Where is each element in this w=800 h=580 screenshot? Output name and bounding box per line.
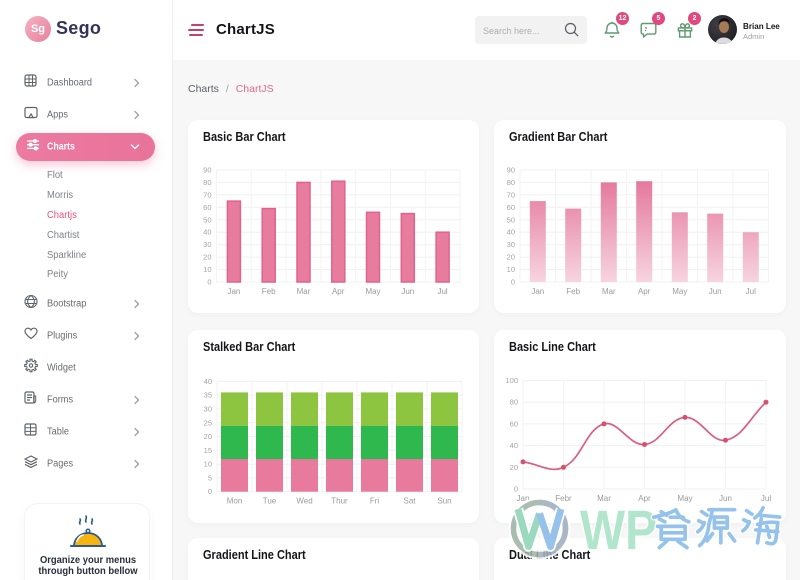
svg-text:40: 40 (204, 377, 212, 386)
svg-text:40: 40 (507, 228, 515, 237)
svg-text:Feb: Feb (566, 287, 580, 296)
svg-text:30: 30 (507, 240, 515, 249)
svg-text:30: 30 (203, 240, 211, 249)
svg-text:0: 0 (208, 487, 212, 496)
svg-text:Jul: Jul (437, 287, 447, 296)
svg-text:Feb: Feb (262, 287, 276, 296)
svg-text:Mar: Mar (597, 494, 611, 503)
svg-text:10: 10 (203, 265, 211, 274)
svg-text:60: 60 (507, 203, 515, 212)
svg-text:Mar: Mar (602, 287, 616, 296)
svg-text:Fri: Fri (370, 497, 380, 506)
svg-text:5: 5 (208, 473, 212, 482)
svg-text:15: 15 (204, 446, 212, 455)
svg-text:25: 25 (204, 418, 212, 427)
svg-text:0: 0 (511, 278, 515, 287)
svg-text:Apr: Apr (332, 287, 345, 296)
svg-text:40: 40 (203, 228, 211, 237)
svg-text:10: 10 (204, 460, 212, 469)
svg-text:20: 20 (203, 253, 211, 262)
svg-text:80: 80 (507, 178, 515, 187)
svg-text:Jun: Jun (709, 287, 722, 296)
svg-text:90: 90 (203, 166, 211, 175)
svg-text:60: 60 (203, 203, 211, 212)
svg-text:Jul: Jul (746, 287, 756, 296)
svg-text:50: 50 (507, 215, 515, 224)
svg-text:50: 50 (203, 215, 211, 224)
svg-text:Jun: Jun (401, 287, 414, 296)
svg-text:Thur: Thur (331, 497, 348, 506)
svg-text:35: 35 (204, 391, 212, 400)
svg-text:Jul: Jul (761, 494, 771, 503)
svg-text:Jun: Jun (719, 494, 732, 503)
svg-text:100: 100 (505, 376, 518, 385)
svg-text:May: May (365, 287, 380, 296)
svg-text:20: 20 (510, 463, 518, 472)
svg-text:30: 30 (204, 405, 212, 414)
svg-text:60: 60 (510, 419, 518, 428)
svg-text:40: 40 (510, 441, 518, 450)
svg-text:0: 0 (514, 485, 518, 494)
svg-text:Wed: Wed (296, 497, 312, 506)
svg-text:Jan: Jan (517, 494, 530, 503)
svg-text:Sat: Sat (403, 497, 416, 506)
svg-text:90: 90 (507, 166, 515, 175)
svg-text:Mar: Mar (297, 287, 311, 296)
svg-text:20: 20 (507, 253, 515, 262)
svg-text:Tue: Tue (263, 497, 277, 506)
svg-text:10: 10 (507, 265, 515, 274)
svg-text:Jan: Jan (531, 287, 544, 296)
svg-text:Febr: Febr (555, 494, 572, 503)
svg-text:80: 80 (510, 398, 518, 407)
svg-text:Mon: Mon (227, 497, 243, 506)
svg-text:70: 70 (203, 190, 211, 199)
svg-text:70: 70 (507, 190, 515, 199)
svg-text:Jan: Jan (227, 287, 240, 296)
svg-text:May: May (677, 494, 692, 503)
svg-text:Sun: Sun (437, 497, 451, 506)
svg-text:0: 0 (207, 278, 211, 287)
svg-text:May: May (672, 287, 687, 296)
svg-text:Apr: Apr (638, 287, 651, 296)
svg-text:20: 20 (204, 432, 212, 441)
svg-text:Apr: Apr (638, 494, 651, 503)
svg-text:80: 80 (203, 178, 211, 187)
